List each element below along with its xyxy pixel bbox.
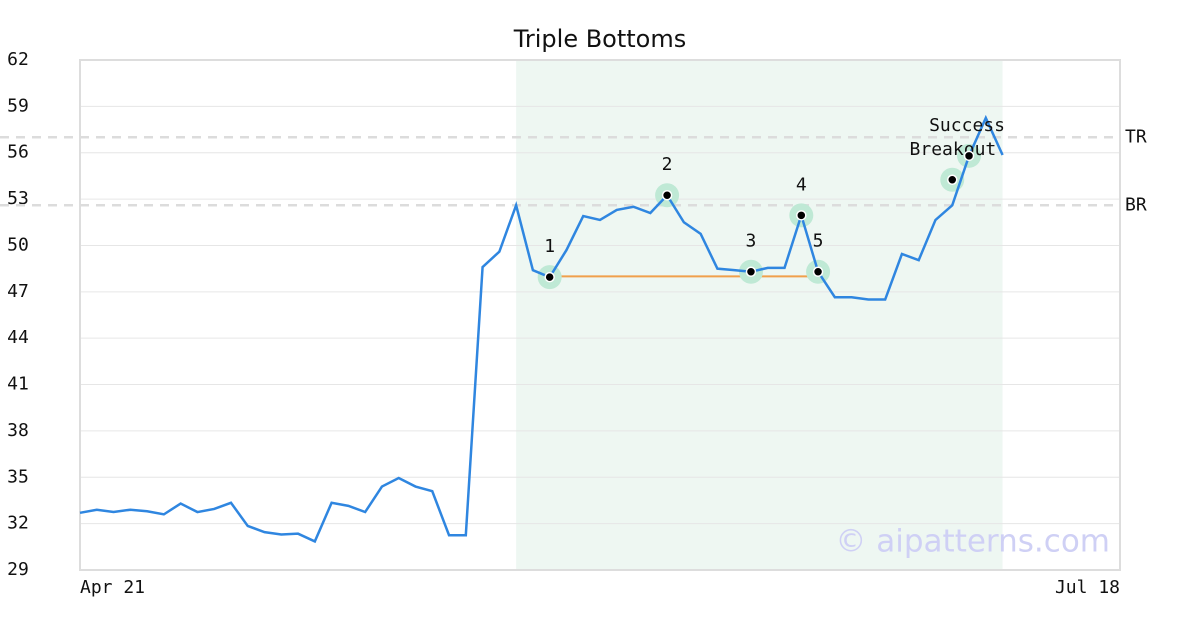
annotation-label: 3 [746, 231, 757, 252]
y-tick-label: 53 [7, 188, 29, 209]
x-tick-label: Apr 21 [80, 577, 145, 598]
annotation-point [963, 150, 975, 162]
y-tick-label: 56 [7, 142, 29, 163]
annotation-point [544, 271, 555, 283]
annotation-label: 1 [544, 236, 555, 257]
reference-label: BR [1125, 194, 1147, 215]
annotation-label: 2 [662, 154, 673, 175]
annotation-label: 4 [796, 174, 807, 195]
annotation-label: 5 [813, 231, 824, 252]
x-tick-label: Jul 18 [1055, 577, 1120, 598]
plot-frame [79, 59, 1121, 571]
annotation-point [796, 210, 807, 221]
price-line [79, 114, 1004, 544]
annotation-label: Success [929, 115, 1005, 136]
y-tick-label: 47 [7, 281, 29, 302]
y-tick-label: 50 [7, 234, 29, 255]
y-tick-label: 41 [7, 374, 29, 395]
y-tick-label: 44 [7, 327, 29, 348]
y-tick-label: 62 [7, 49, 29, 70]
annotation-label: Breakout [910, 139, 997, 160]
y-tick-label: 35 [7, 466, 29, 487]
y-tick-label: 38 [7, 420, 29, 441]
annotation-point [812, 266, 824, 277]
watermark: © aipatterns.com [835, 524, 1110, 560]
pattern-region [516, 60, 1003, 570]
chart-title: Triple Bottoms [513, 25, 687, 53]
annotation-point [661, 189, 673, 201]
annotation-point [745, 266, 757, 277]
y-tick-label: 29 [7, 559, 29, 580]
reference-label: TR [1125, 126, 1147, 147]
annotation-point [947, 174, 958, 186]
y-tick-label: 32 [7, 513, 29, 534]
y-tick-label: 59 [7, 95, 29, 116]
